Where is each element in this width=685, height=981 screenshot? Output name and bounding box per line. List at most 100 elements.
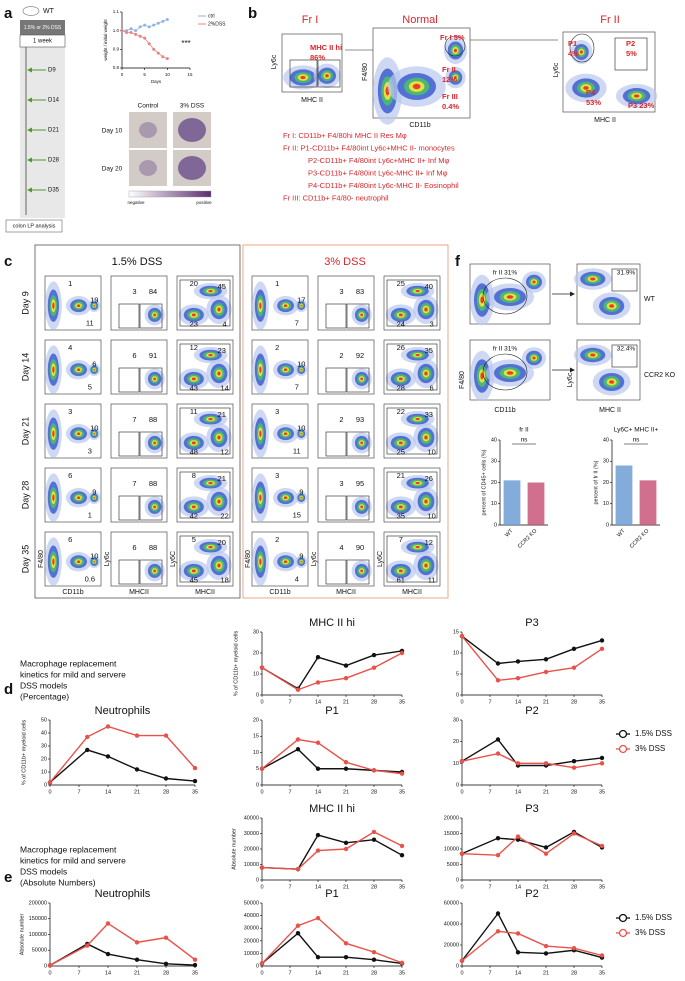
gate-value: 11 xyxy=(428,576,436,585)
y-tick-label: 10 xyxy=(453,650,459,656)
y-tick-label: 10 xyxy=(253,750,259,756)
density xyxy=(76,432,81,435)
gate-label: Fr II xyxy=(442,65,456,74)
panel-label: f xyxy=(455,253,461,270)
density xyxy=(360,313,364,317)
gate xyxy=(386,471,438,519)
density xyxy=(454,76,457,79)
data-point xyxy=(459,851,465,856)
x-tick-label: 7 xyxy=(77,789,80,795)
data-point xyxy=(129,31,133,35)
density xyxy=(415,482,420,485)
chart-title: P1 xyxy=(325,888,338,900)
data-point xyxy=(295,737,301,742)
series-line xyxy=(49,725,196,783)
gate-value: 4 xyxy=(339,543,343,552)
gate-value: 10 xyxy=(297,359,305,368)
gate-value: 22 xyxy=(397,407,405,416)
gate-label: Fr I 5% xyxy=(440,33,465,42)
gate-value: 2 xyxy=(339,415,343,424)
description: DSS models xyxy=(20,866,67,876)
density xyxy=(300,368,303,371)
x-tick-label: 21 xyxy=(543,789,549,795)
density xyxy=(398,505,403,509)
scale-label: negative xyxy=(127,200,145,205)
series-line xyxy=(461,832,603,856)
treatment-box xyxy=(20,20,65,35)
data-point xyxy=(156,21,160,25)
density xyxy=(217,307,221,312)
gate-value: 3 xyxy=(88,447,92,456)
y-tick-label: 100000 xyxy=(29,932,47,938)
x-tick-label: 7 xyxy=(288,970,291,976)
series-line xyxy=(261,834,403,870)
y-tick-label: 40000 xyxy=(244,815,259,821)
data-point xyxy=(399,771,405,776)
data-point xyxy=(459,634,465,639)
y-tick-label: 10000 xyxy=(244,862,259,868)
gate-value: 12 xyxy=(425,538,433,547)
gate xyxy=(325,431,347,457)
x-tick-label: 28 xyxy=(371,699,377,705)
data-point xyxy=(295,866,301,872)
chart-title: P2 xyxy=(525,705,538,717)
gate xyxy=(346,559,370,585)
x-tick-label: 0 xyxy=(48,789,51,795)
axis-label: CD11b xyxy=(409,122,430,129)
arrowhead xyxy=(27,187,32,193)
y-tick-label: 1.1 xyxy=(113,9,120,14)
gate-value: 7 xyxy=(295,319,299,328)
gate xyxy=(386,407,438,455)
x-tick-label: 0 xyxy=(460,884,463,890)
data-point xyxy=(371,829,377,835)
x-tick-label: WT xyxy=(616,528,627,539)
annotation: ns xyxy=(633,437,641,444)
y-tick-label: 5 xyxy=(456,671,459,677)
y-axis-label: percent of fr II (%) xyxy=(593,460,599,504)
y-tick-label: 0.9 xyxy=(113,47,120,52)
gate xyxy=(118,495,140,521)
x-tick-label: 14 xyxy=(105,789,111,795)
gate-value: 21 xyxy=(218,474,226,483)
gate-label: fr II 31% xyxy=(493,270,517,277)
panel-label: a xyxy=(4,5,13,22)
gate-value: 10 xyxy=(427,512,435,521)
density xyxy=(360,377,364,381)
gate-value: 91 xyxy=(149,351,157,360)
data-point xyxy=(143,23,147,27)
x-tick-label: 28 xyxy=(371,789,377,795)
gate-value: 12 xyxy=(220,448,228,457)
data-point xyxy=(515,676,521,681)
data-point xyxy=(120,29,124,33)
density xyxy=(506,295,514,299)
density xyxy=(283,368,288,371)
density xyxy=(360,505,364,509)
gate-value: 0.6 xyxy=(85,575,95,584)
chart-title: P2 xyxy=(525,888,538,900)
data-point xyxy=(571,758,577,764)
gate xyxy=(289,59,318,88)
axis-label: Ly6c xyxy=(567,372,574,387)
gate-value: 6 xyxy=(132,543,136,552)
gate-value: 5 xyxy=(192,535,196,544)
data-point xyxy=(259,865,265,870)
x-tick-label: 14 xyxy=(315,789,321,795)
gate-value: 8 xyxy=(192,471,196,480)
gate-value: 24 xyxy=(397,320,405,329)
data-point xyxy=(134,940,140,945)
data-point xyxy=(495,929,501,934)
data-point xyxy=(343,766,349,771)
x-tick-label: 7 xyxy=(288,789,291,795)
bar xyxy=(527,482,545,525)
data-point xyxy=(543,951,549,956)
gate-value: 45 xyxy=(218,282,226,291)
data-point xyxy=(134,733,140,738)
gate xyxy=(118,303,140,329)
gate xyxy=(118,367,140,393)
data-point xyxy=(399,853,405,858)
y-tick-label: 10 xyxy=(603,501,609,507)
y-tick-label: 30000 xyxy=(244,831,259,837)
gate-value: 92 xyxy=(356,351,364,360)
axis-label: MHCII xyxy=(195,589,215,596)
density xyxy=(259,430,262,437)
